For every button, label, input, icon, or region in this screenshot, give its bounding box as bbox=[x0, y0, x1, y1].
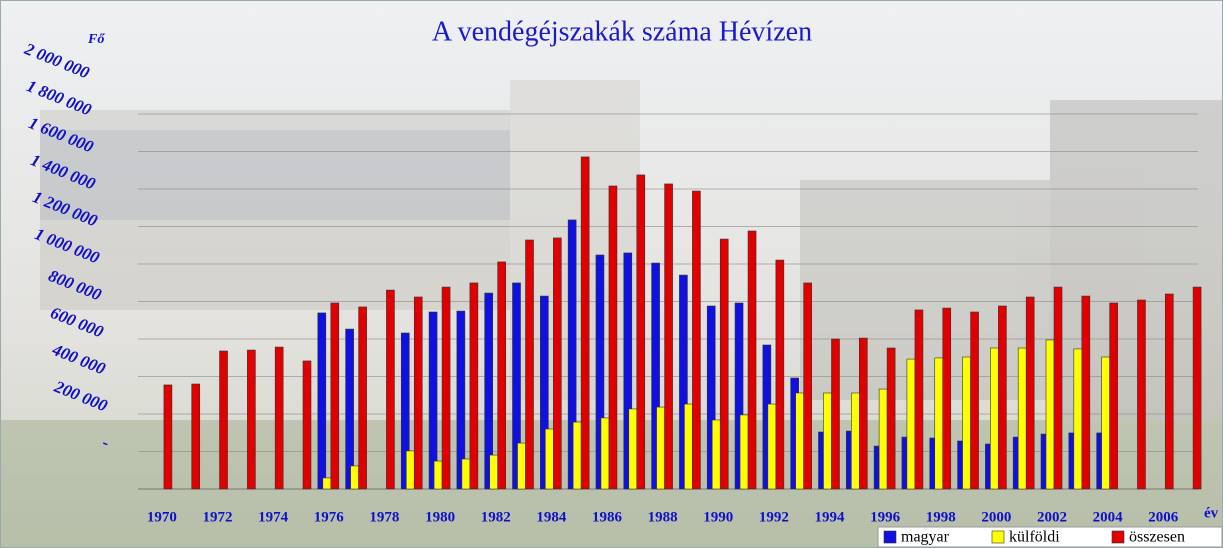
x-tick-label: 1978 bbox=[369, 509, 399, 525]
bar bbox=[804, 283, 812, 489]
bar bbox=[887, 348, 895, 489]
bar bbox=[601, 418, 609, 489]
x-tick-label: 2000 bbox=[981, 509, 1011, 525]
bar bbox=[1074, 349, 1082, 489]
legend-swatch bbox=[884, 531, 896, 543]
bar bbox=[720, 239, 728, 489]
legend-swatch bbox=[992, 531, 1004, 543]
bar bbox=[823, 393, 831, 489]
bar bbox=[470, 283, 478, 489]
bar bbox=[851, 393, 859, 489]
bar bbox=[776, 260, 784, 489]
x-tick-label: 1992 bbox=[759, 509, 789, 525]
bar bbox=[963, 357, 971, 489]
bar bbox=[740, 415, 748, 489]
legend-label: magyar bbox=[901, 529, 950, 546]
x-tick-label: 1984 bbox=[536, 509, 567, 525]
bar bbox=[629, 409, 637, 489]
bar bbox=[907, 359, 915, 489]
bar bbox=[462, 459, 470, 489]
bar bbox=[692, 191, 700, 489]
legend-label: összesen bbox=[1129, 529, 1185, 546]
bar bbox=[915, 310, 923, 489]
x-tick-label: 1976 bbox=[314, 509, 345, 525]
bar bbox=[247, 350, 255, 489]
x-tick-label: 1994 bbox=[814, 509, 845, 525]
x-tick-label: 1990 bbox=[703, 509, 733, 525]
x-tick-label: 1996 bbox=[870, 509, 901, 525]
x-tick-label: 1998 bbox=[926, 509, 956, 525]
x-tick-label: 2006 bbox=[1148, 509, 1179, 525]
x-tick-label: 2004 bbox=[1093, 509, 1124, 525]
x-tick-label: 2002 bbox=[1037, 509, 1067, 525]
x-tick-label: 1970 bbox=[147, 509, 177, 525]
bar bbox=[1137, 300, 1145, 489]
bar bbox=[318, 313, 326, 489]
bar bbox=[684, 404, 692, 489]
bar bbox=[553, 238, 561, 489]
bar bbox=[1054, 287, 1062, 489]
bar bbox=[303, 361, 311, 489]
x-axis-label: év bbox=[1204, 505, 1219, 521]
bar bbox=[943, 308, 951, 489]
bar bbox=[220, 351, 228, 489]
bar bbox=[545, 429, 553, 489]
bar bbox=[796, 393, 804, 489]
bar bbox=[768, 404, 776, 489]
bar bbox=[406, 451, 414, 489]
bar bbox=[1026, 297, 1034, 489]
bar bbox=[275, 347, 283, 489]
bar bbox=[998, 306, 1006, 489]
chart: A vendégéjszakák száma Hévízen Fő év -20… bbox=[0, 0, 1223, 548]
bar bbox=[518, 443, 526, 489]
bar bbox=[657, 407, 665, 489]
bar bbox=[164, 385, 172, 489]
bar bbox=[1018, 348, 1026, 489]
bar bbox=[879, 389, 887, 489]
bar bbox=[1110, 303, 1118, 489]
bar bbox=[859, 338, 867, 489]
bar bbox=[990, 348, 998, 489]
bar bbox=[971, 312, 979, 489]
x-tick-label: 1986 bbox=[592, 509, 623, 525]
bar bbox=[1193, 287, 1201, 489]
bar bbox=[1165, 294, 1173, 489]
legend-swatch bbox=[1112, 531, 1124, 543]
bar bbox=[526, 240, 534, 489]
bar bbox=[712, 420, 720, 489]
bar bbox=[498, 262, 506, 489]
x-tick-label: 1988 bbox=[648, 509, 678, 525]
bar bbox=[831, 339, 839, 489]
bar bbox=[331, 303, 339, 489]
bar bbox=[434, 461, 442, 489]
bar bbox=[386, 290, 394, 489]
legend-label: külföldi bbox=[1009, 529, 1060, 546]
bar bbox=[665, 184, 673, 489]
bar bbox=[573, 422, 581, 489]
bar bbox=[1102, 357, 1110, 489]
x-tick-label: 1980 bbox=[425, 509, 455, 525]
bar bbox=[442, 287, 450, 489]
bar bbox=[346, 329, 354, 489]
bar bbox=[1082, 296, 1090, 489]
bar bbox=[192, 384, 200, 489]
bar bbox=[581, 157, 589, 489]
bar bbox=[351, 466, 359, 489]
bar bbox=[637, 175, 645, 489]
bar bbox=[1046, 340, 1054, 489]
bar bbox=[609, 186, 617, 489]
chart-title: A vendégéjszakák száma Hévízen bbox=[432, 16, 812, 47]
x-tick-label: 1972 bbox=[203, 509, 233, 525]
bar bbox=[748, 231, 756, 489]
bar bbox=[323, 478, 331, 489]
bar bbox=[359, 307, 367, 489]
x-tick-label: 1974 bbox=[258, 509, 289, 525]
y-axis-label: Fő bbox=[87, 32, 105, 47]
x-tick-label: 1982 bbox=[481, 509, 511, 525]
bar bbox=[935, 358, 943, 489]
bar bbox=[490, 455, 498, 489]
bar bbox=[414, 297, 422, 489]
